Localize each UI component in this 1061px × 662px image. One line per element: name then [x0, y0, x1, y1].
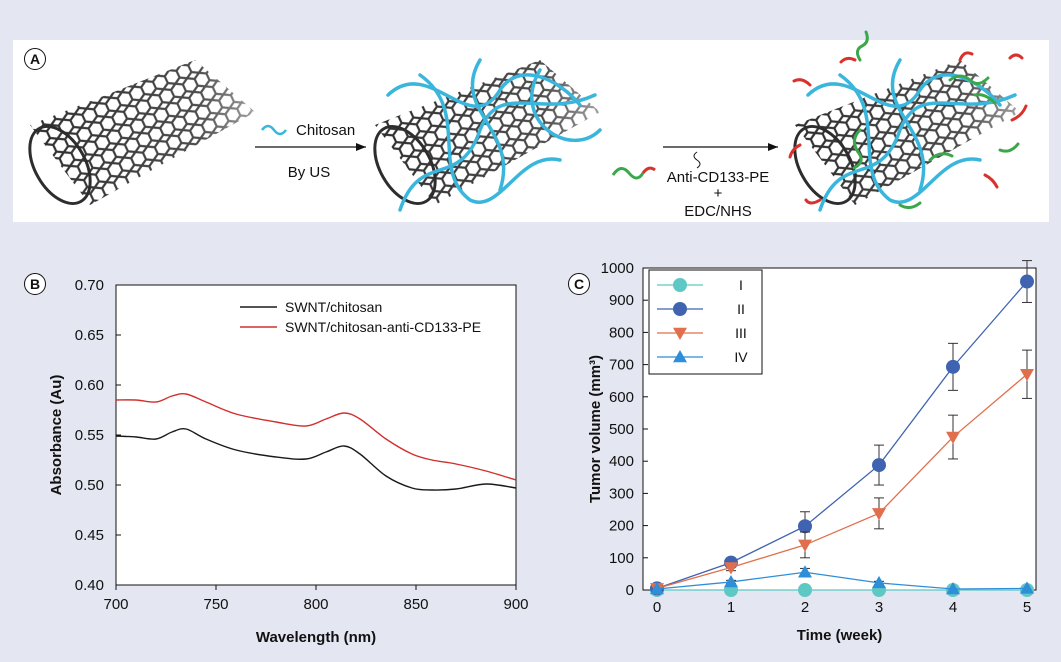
arrow-step-2 — [611, 143, 778, 180]
data-point-III — [724, 562, 738, 575]
chitosan-strand-icon — [261, 124, 287, 136]
data-point-IV — [798, 565, 812, 578]
y-axis-label: Absorbance (Au) — [48, 375, 65, 496]
y-tick-label: 800 — [609, 324, 634, 341]
legend-label-II: II — [737, 301, 745, 317]
reaction-scheme: Chitosan By US Anti-CD133-P — [28, 30, 1028, 220]
series-III — [650, 349, 1034, 596]
series-IV — [650, 565, 1034, 595]
data-point-III — [798, 539, 812, 552]
legend-label-IV: IV — [734, 349, 748, 365]
y-tick-label: 0.55 — [75, 427, 104, 444]
data-point-III — [946, 431, 960, 445]
x-tick-label: 2 — [801, 599, 809, 616]
legend-marker-IV — [673, 350, 687, 363]
data-point-IV — [724, 574, 738, 588]
step2-reagent: Anti-CD133-PE — [667, 169, 770, 186]
x-axis-label: Time (week) — [797, 627, 883, 644]
antibody-pe-icon — [611, 166, 656, 180]
nanotube-chitosan — [373, 58, 602, 212]
data-point-IV — [1020, 581, 1034, 594]
y-tick-label: 600 — [609, 389, 634, 406]
y-tick-label: 500 — [609, 421, 634, 438]
y-tick-label: 400 — [609, 453, 634, 470]
series-II — [650, 260, 1034, 596]
series-line-2 — [115, 393, 517, 481]
data-point-IV — [650, 582, 664, 595]
arrow-step-1 — [255, 124, 366, 151]
data-point-IV — [946, 582, 960, 595]
series-line-1 — [115, 428, 517, 491]
legend-label-2: SWNT/chitosan-anti-CD133-PE — [285, 319, 481, 335]
data-point-II — [872, 458, 886, 473]
data-point-III — [872, 508, 886, 521]
y-tick-label: 0.60 — [75, 377, 104, 394]
panel-c-badge: C — [568, 273, 590, 295]
step1-condition: By US — [288, 164, 331, 181]
x-axis-label: Wavelength (nm) — [256, 629, 376, 646]
y-tick-label: 200 — [609, 518, 634, 535]
y-tick-label: 0.70 — [75, 277, 104, 294]
x-tick-label: 1 — [727, 599, 735, 616]
y-tick-label: 100 — [609, 550, 634, 567]
y-axis-label: Tumor volume (mm³) — [587, 355, 604, 503]
legend-marker-I — [673, 278, 687, 292]
panel-a-badge: A — [24, 48, 46, 70]
y-tick-label: 0.50 — [75, 477, 104, 494]
data-point-II — [1020, 274, 1034, 289]
step2-plus: + — [714, 185, 723, 202]
legend-label-1: SWNT/chitosan — [285, 299, 382, 315]
x-tick-label: 5 — [1023, 599, 1031, 616]
data-point-IV — [872, 575, 886, 589]
panel-b-badge: B — [24, 273, 46, 295]
x-tick-label: 900 — [503, 596, 528, 613]
x-tick-label: 4 — [949, 599, 957, 616]
data-point-II — [946, 359, 960, 374]
y-tick-label: 0.65 — [75, 327, 104, 344]
plot-frame — [115, 284, 517, 586]
data-point-I — [798, 583, 812, 597]
series-line-IV — [656, 571, 1028, 590]
data-point-III — [1020, 369, 1034, 382]
step2-coupling: EDC/NHS — [684, 203, 752, 220]
nanotube-1 — [28, 60, 255, 205]
legend-label-I: I — [739, 277, 743, 293]
y-tick-label: 1000 — [601, 260, 634, 277]
x-tick-label: 750 — [203, 596, 228, 613]
step1-reagent: Chitosan — [296, 122, 355, 139]
y-tick-label: 300 — [609, 485, 634, 502]
legend-marker-II — [673, 302, 687, 316]
legend-label-III: III — [735, 325, 747, 341]
x-tick-label: 3 — [875, 599, 883, 616]
series-line-II — [656, 281, 1028, 590]
y-tick-label: 0.45 — [75, 527, 104, 544]
x-tick-label: 700 — [103, 596, 128, 613]
series-line-III — [656, 373, 1028, 590]
data-point-II — [798, 519, 812, 534]
x-tick-label: 800 — [303, 596, 328, 613]
nanotube-functionalized — [788, 30, 1028, 212]
legend-marker-III — [673, 327, 687, 340]
y-tick-label: 0 — [626, 582, 634, 599]
y-tick-label: 0.40 — [75, 577, 104, 594]
y-tick-label: 900 — [609, 292, 634, 309]
x-tick-label: 850 — [403, 596, 428, 613]
y-tick-label: 700 — [609, 357, 634, 374]
x-tick-label: 0 — [653, 599, 661, 616]
